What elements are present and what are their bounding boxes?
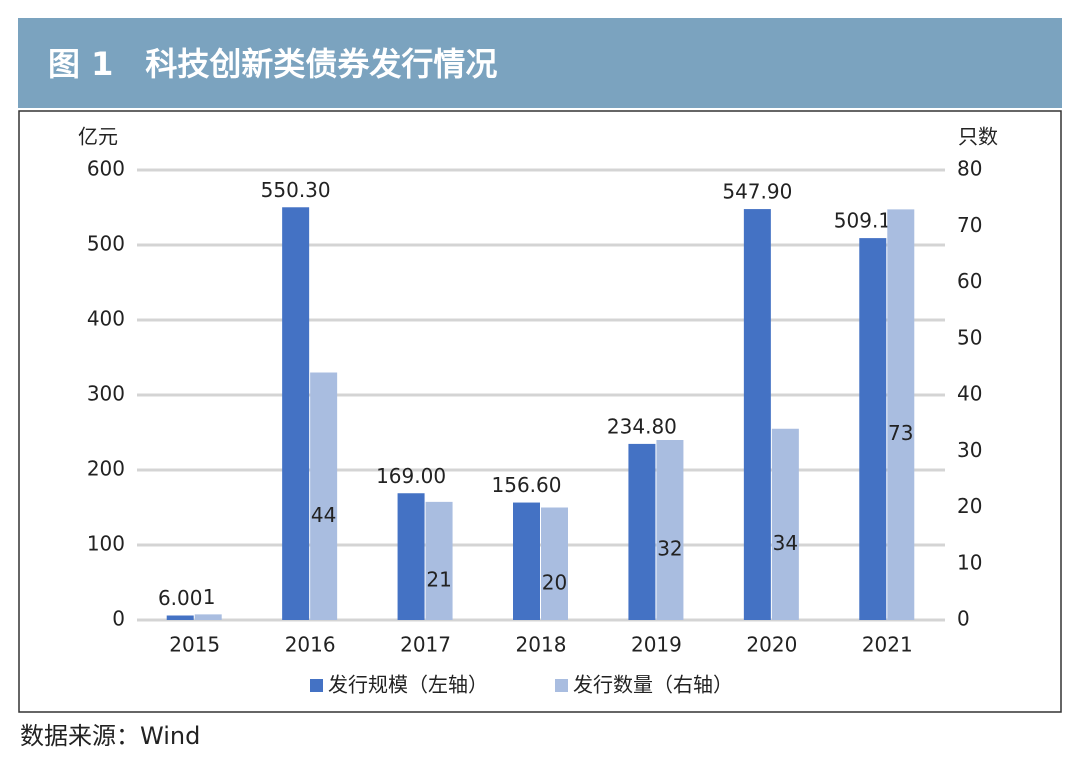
y2-tick-label: 10 <box>957 550 982 574</box>
y-tick-label: 100 <box>87 532 125 556</box>
bar <box>166 615 194 620</box>
data-label: 32 <box>657 537 682 561</box>
data-label: 156.60 <box>492 473 562 497</box>
y2-axis-label: 只数 <box>958 125 998 149</box>
y2-tick-label: 40 <box>957 382 982 406</box>
bar <box>771 428 799 620</box>
y2-tick-label: 30 <box>957 438 982 462</box>
data-label: 44 <box>311 503 336 527</box>
x-tick-label: 2015 <box>169 633 220 657</box>
data-label: 1 <box>203 585 216 609</box>
y-tick-label: 0 <box>112 607 125 631</box>
y2-tick-label: 80 <box>957 157 982 181</box>
legend-label: 发行数量（右轴） <box>573 673 733 697</box>
bar <box>425 501 453 620</box>
title-band <box>18 18 1062 108</box>
data-label: 34 <box>773 531 798 555</box>
data-label: 6.00 <box>158 586 203 610</box>
data-label: 547.90 <box>722 180 792 204</box>
y-tick-label: 200 <box>87 457 125 481</box>
bar <box>282 207 310 620</box>
bar <box>628 443 656 620</box>
bar <box>743 209 771 620</box>
bar <box>541 507 568 620</box>
source-note: 数据来源：Wind <box>20 722 200 750</box>
data-label: 20 <box>542 570 567 594</box>
bar <box>859 238 887 621</box>
y2-tick-label: 50 <box>957 325 982 349</box>
bar <box>887 209 915 620</box>
data-label: 550.30 <box>261 178 331 202</box>
x-tick-label: 2018 <box>516 633 567 657</box>
x-tick-label: 2020 <box>746 633 797 657</box>
legend-swatch <box>555 679 568 692</box>
data-label: 169.00 <box>376 464 446 488</box>
bar <box>513 502 540 620</box>
x-tick-label: 2016 <box>285 633 336 657</box>
bar <box>397 493 425 620</box>
data-label: 73 <box>888 421 913 445</box>
legend-label: 发行规模（左轴） <box>328 673 488 697</box>
legend-swatch <box>310 679 323 692</box>
y-axis-label: 亿元 <box>78 125 118 149</box>
x-tick-label: 2019 <box>631 633 682 657</box>
y2-tick-label: 70 <box>957 213 982 237</box>
bar <box>310 372 338 620</box>
chart-frame <box>18 110 1062 713</box>
y-tick-label: 400 <box>87 307 125 331</box>
y-tick-label: 500 <box>87 232 125 256</box>
data-label: 21 <box>426 567 451 591</box>
x-tick-label: 2021 <box>862 633 913 657</box>
y-tick-label: 600 <box>87 157 125 181</box>
data-label: 234.80 <box>607 414 677 438</box>
chart-title: 图 1 科技创新类债券发行情况 <box>48 45 497 83</box>
bar <box>656 440 684 620</box>
y2-tick-label: 60 <box>957 269 982 293</box>
x-tick-label: 2017 <box>400 633 451 657</box>
y2-tick-label: 0 <box>957 607 970 631</box>
y2-tick-label: 20 <box>957 494 982 518</box>
y-tick-label: 300 <box>87 382 125 406</box>
bar <box>194 614 222 620</box>
